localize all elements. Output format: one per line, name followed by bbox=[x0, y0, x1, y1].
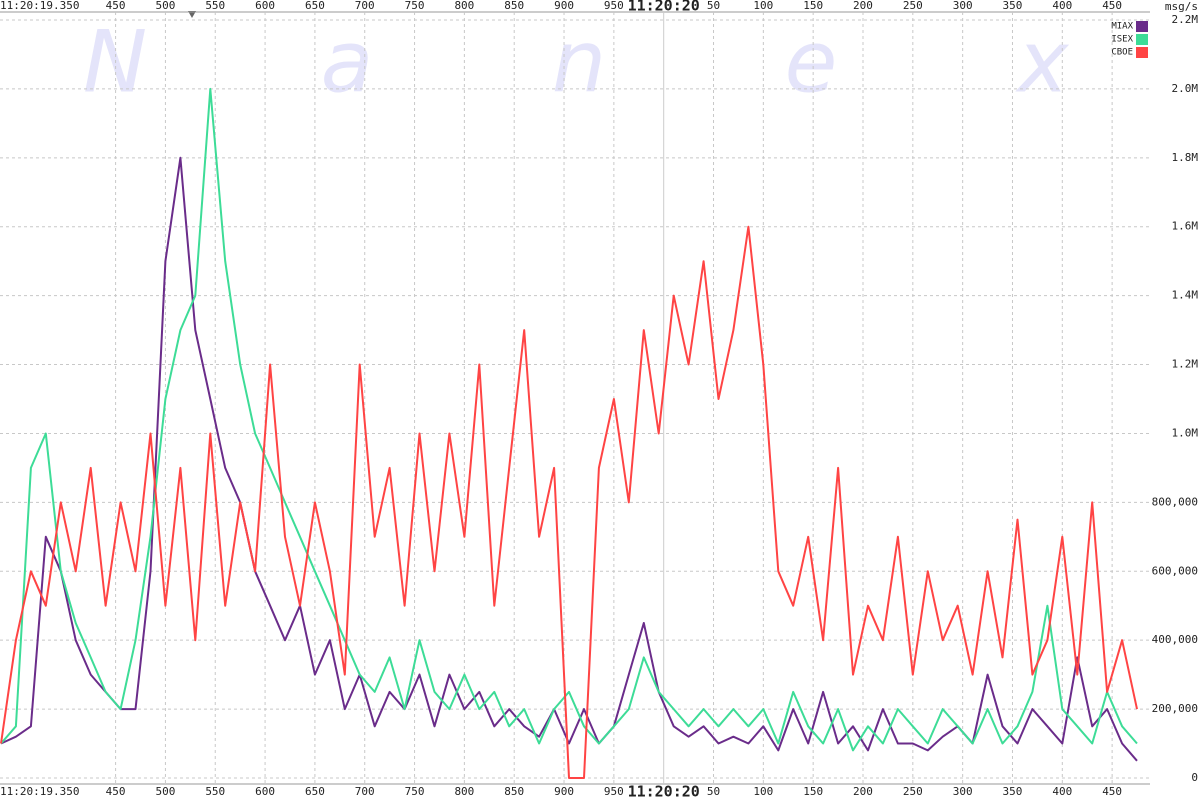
legend-swatch bbox=[1136, 21, 1148, 32]
series-line bbox=[0, 156, 1138, 762]
x-tick-label: 11:20:20 bbox=[628, 0, 700, 15]
x-tick-label: 800 bbox=[454, 785, 474, 798]
x-tick-label: 450 bbox=[1102, 0, 1122, 12]
x-tick-label: 750 bbox=[405, 785, 425, 798]
legend-label: CBOE bbox=[1111, 48, 1133, 58]
x-tick-label: 250 bbox=[903, 0, 923, 12]
legend-label: MIAX bbox=[1111, 22, 1133, 32]
x-tick-label: 650 bbox=[305, 0, 325, 12]
x-tick-label: 600 bbox=[255, 0, 275, 12]
watermark-letter: e bbox=[785, 12, 838, 112]
series-line bbox=[0, 87, 1138, 752]
x-tick-label: 11:20:20 bbox=[628, 783, 700, 800]
marker bbox=[188, 11, 196, 18]
x-start-label: 11:20:19.350 bbox=[0, 0, 79, 12]
y-unit-label: msg/s bbox=[1165, 0, 1198, 13]
x-tick-label: 850 bbox=[504, 0, 524, 12]
x-tick-label: 800 bbox=[454, 0, 474, 12]
y-tick-label: 0 bbox=[1191, 771, 1198, 784]
y-tick-label: 400,000 bbox=[1152, 633, 1198, 646]
x-tick-label: 300 bbox=[953, 0, 973, 12]
y-tick-label: 1.2M bbox=[1172, 358, 1199, 371]
y-tick-label: 1.0M bbox=[1172, 426, 1199, 439]
x-tick-label: 900 bbox=[554, 785, 574, 798]
x-tick-label: 50 bbox=[707, 785, 720, 798]
x-tick-label: 200 bbox=[853, 0, 873, 12]
y-tick-label: 2.0M bbox=[1172, 82, 1199, 95]
x-tick-label: 700 bbox=[355, 0, 375, 12]
x-tick-label: 550 bbox=[205, 785, 225, 798]
y-tick-label: 2.2M bbox=[1172, 13, 1199, 26]
x-tick-label: 100 bbox=[753, 0, 773, 12]
series-line bbox=[0, 225, 1138, 779]
x-start-label: 11:20:19.350 bbox=[0, 785, 79, 798]
y-tick-label: 1.4M bbox=[1172, 289, 1199, 302]
x-tick-label: 750 bbox=[405, 0, 425, 12]
x-tick-label: 350 bbox=[1003, 0, 1023, 12]
x-tick-label: 100 bbox=[753, 785, 773, 798]
x-tick-label: 900 bbox=[554, 0, 574, 12]
watermark-letter: a bbox=[321, 12, 374, 112]
x-tick-label: 400 bbox=[1052, 0, 1072, 12]
watermark-letter: N bbox=[83, 12, 147, 112]
x-tick-label: 700 bbox=[355, 785, 375, 798]
x-tick-label: 950 bbox=[604, 785, 624, 798]
x-tick-label: 150 bbox=[803, 785, 823, 798]
x-tick-label: 450 bbox=[106, 0, 126, 12]
x-tick-label: 200 bbox=[853, 785, 873, 798]
y-tick-label: 200,000 bbox=[1152, 702, 1198, 715]
x-tick-label: 500 bbox=[155, 785, 175, 798]
y-tick-label: 1.6M bbox=[1172, 220, 1199, 233]
x-tick-label: 600 bbox=[255, 785, 275, 798]
watermark-letter: n bbox=[552, 12, 607, 112]
x-tick-label: 400 bbox=[1052, 785, 1072, 798]
legend-swatch bbox=[1136, 47, 1148, 58]
x-tick-label: 500 bbox=[155, 0, 175, 12]
y-tick-label: 600,000 bbox=[1152, 564, 1198, 577]
legend-swatch bbox=[1136, 34, 1148, 45]
x-tick-label: 50 bbox=[707, 0, 720, 12]
watermark-letter: x bbox=[1015, 12, 1070, 112]
x-tick-label: 150 bbox=[803, 0, 823, 12]
x-tick-label: 350 bbox=[1003, 785, 1023, 798]
x-tick-label: 300 bbox=[953, 785, 973, 798]
legend-label: ISEX bbox=[1111, 35, 1133, 45]
y-tick-label: 800,000 bbox=[1152, 495, 1198, 508]
x-tick-label: 450 bbox=[1102, 785, 1122, 798]
x-tick-label: 850 bbox=[504, 785, 524, 798]
x-tick-label: 950 bbox=[604, 0, 624, 12]
x-tick-label: 450 bbox=[106, 785, 126, 798]
x-tick-label: 650 bbox=[305, 785, 325, 798]
x-tick-label: 250 bbox=[903, 785, 923, 798]
x-tick-label: 550 bbox=[205, 0, 225, 12]
y-tick-label: 1.8M bbox=[1172, 151, 1199, 164]
